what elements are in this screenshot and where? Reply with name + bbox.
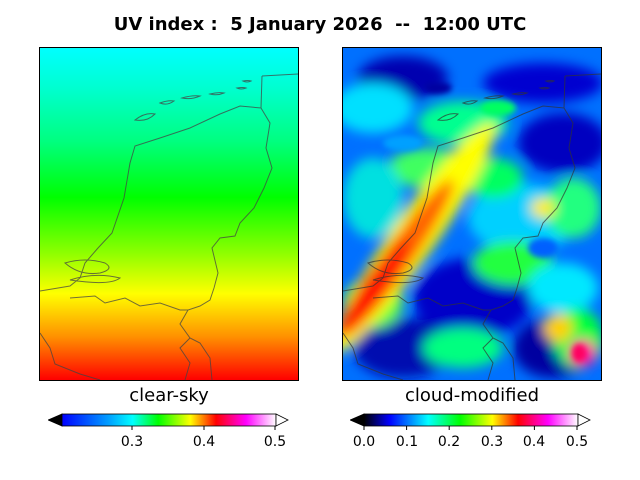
colorbar-extend-low [48,413,63,427]
colorbar-tick-label: 0.3 [120,434,144,450]
colorbar-tick-label: 0.5 [565,434,589,450]
figure-title: UV index : 5 January 2026 -- 12:00 UTC [113,14,527,35]
colorbar-tick-label: 0.3 [480,434,504,450]
colorbar-gradient [61,413,277,427]
coastline-borders [343,73,601,380]
coastline-borders [40,73,298,380]
clear-sky-field [40,48,298,380]
colorbar-clear-sky [48,413,289,430]
cloud-field-blobs [343,56,601,378]
colorbar-tick-label: 0.0 [352,434,376,450]
map-cloud-modified [342,47,602,381]
map-clear-sky [39,47,299,381]
panel-label-clear-sky: clear-sky [129,385,209,406]
panel-label-cloud-modified: cloud-modified [404,385,540,406]
colorbar-tick-label: 0.5 [263,434,287,450]
clear-sky-gradient [40,48,298,380]
colorbar-extend-high [577,413,591,427]
colorbar-tick-label: 0.4 [522,434,546,450]
colorbar-extend-high [275,413,289,427]
colorbar-extend-low [350,413,365,427]
cloud-modified-field [343,48,601,380]
colorbar-tick-label: 0.2 [437,434,461,450]
colorbar-gradient [363,413,579,427]
colorbar-cloud-modified [350,413,591,430]
cloud-field-details [383,82,586,362]
colorbar-tick-label: 0.4 [192,434,216,450]
colorbar-tick-label: 0.1 [395,434,419,450]
